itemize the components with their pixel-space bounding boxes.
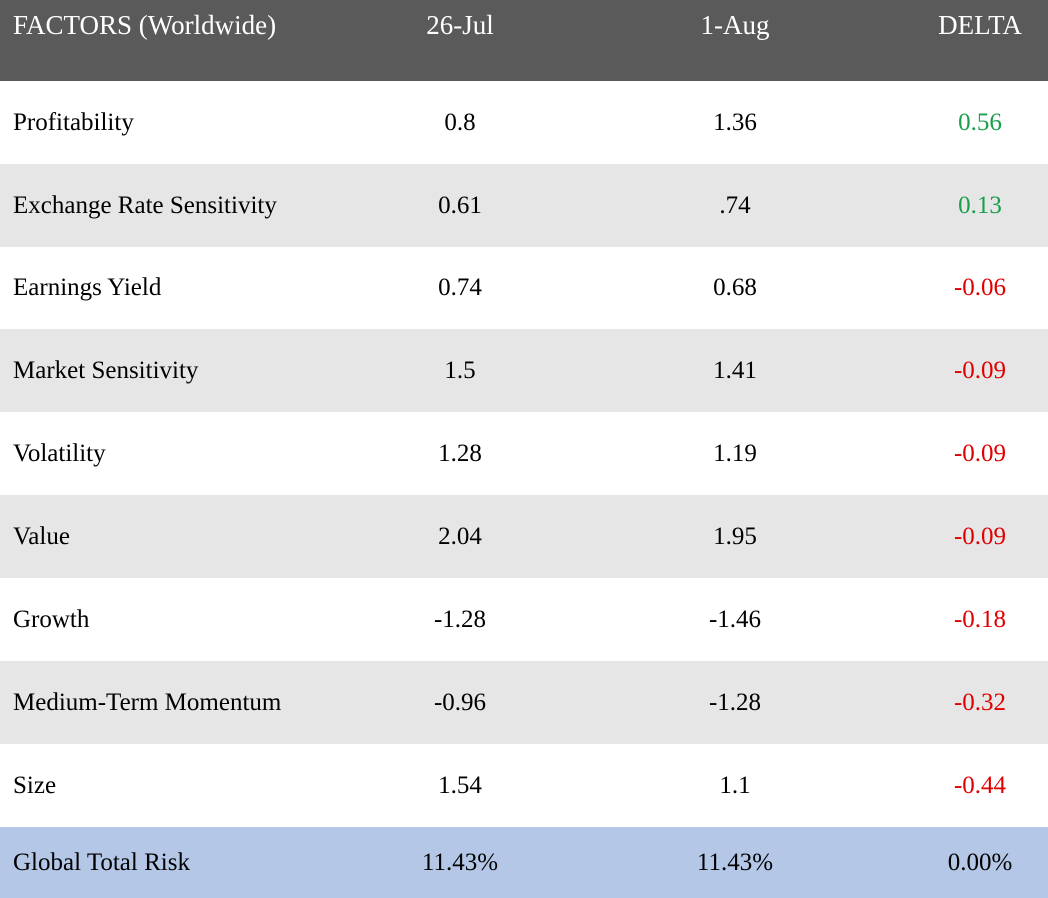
value-26-jul: 1.5 [444,356,476,384]
table-row: Size 1.54 1.1 -0.44 [0,744,1048,827]
table-row: Profitability 0.8 1.36 0.56 [0,81,1048,164]
value-26-jul: 1.28 [438,439,482,467]
total-1-aug: 11.43% [696,848,774,876]
value-1-aug: 1.19 [713,439,757,467]
header-1-aug: 1-Aug [700,10,770,40]
value-delta: -0.44 [953,771,1007,799]
value-1-aug: 1.95 [713,522,757,550]
value-1-aug: .74 [719,191,751,219]
factor-name: Growth [13,605,90,633]
value-delta: -0.09 [953,356,1007,384]
value-26-jul: 0.8 [444,108,476,136]
value-1-aug: 1.1 [719,771,751,799]
table-header: FACTORS (Worldwide) 26-Jul 1-Aug DELTA [0,0,1048,81]
value-delta: -0.18 [953,605,1007,633]
table-row: Medium-Term Momentum -0.96 -1.28 -0.32 [0,661,1048,744]
value-26-jul: 0.61 [438,191,482,219]
factor-name: Size [13,771,57,799]
table-row: Earnings Yield 0.74 0.68 -0.06 [0,247,1048,329]
value-26-jul: -1.28 [433,605,487,633]
value-delta: -0.32 [953,688,1007,716]
factor-name: Volatility [13,439,106,467]
value-delta: 0.56 [958,108,1002,136]
factor-name: Medium-Term Momentum [13,688,282,716]
table-row: Growth -1.28 -1.46 -0.18 [0,578,1048,661]
factor-name: Earnings Yield [13,274,162,301]
table-row: Value 2.04 1.95 -0.09 [0,495,1048,578]
value-delta: -0.09 [953,522,1007,550]
value-1-aug: -1.28 [708,688,762,716]
total-name: Global Total Risk [13,848,190,876]
value-26-jul: 0.74 [438,274,482,301]
header-factors: FACTORS (Worldwide) [13,10,277,40]
total-26-jul: 11.43% [421,848,499,876]
header-26-jul: 26-Jul [426,10,494,40]
table-row: Market Sensitivity 1.5 1.41 -0.09 [0,329,1048,412]
value-26-jul: 2.04 [438,522,482,550]
factor-name: Market Sensitivity [13,356,199,384]
value-26-jul: -0.96 [433,688,487,716]
value-26-jul: 1.54 [438,771,482,799]
value-delta: -0.06 [953,274,1007,301]
value-delta: -0.09 [953,439,1007,467]
table-row: Volatility 1.28 1.19 -0.09 [0,412,1048,495]
factor-name: Exchange Rate Sensitivity [13,191,277,219]
header-delta: DELTA [938,10,1022,40]
value-1-aug: 1.41 [713,356,757,384]
total-delta: 0.00% [947,848,1013,876]
value-1-aug: 1.36 [713,108,757,136]
total-row: Global Total Risk 11.43% 11.43% 0.00% [0,827,1048,898]
factor-name: Value [13,522,70,550]
value-delta: 0.13 [958,191,1002,219]
factor-name: Profitability [13,108,134,136]
value-1-aug: 0.68 [713,274,757,301]
table-row: Exchange Rate Sensitivity 0.61 .74 0.13 [0,164,1048,247]
value-1-aug: -1.46 [708,605,762,633]
